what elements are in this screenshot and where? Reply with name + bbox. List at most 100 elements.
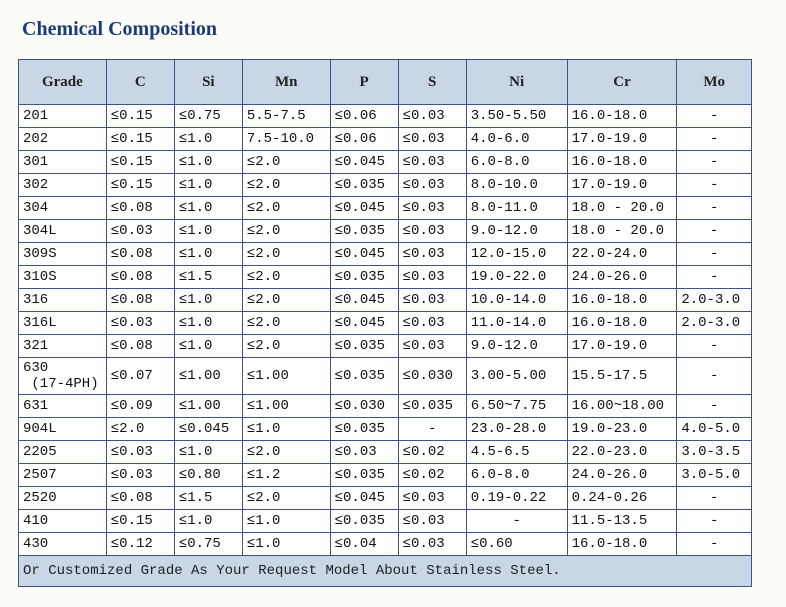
cell-grade: 630 (17-4PH) (19, 358, 107, 395)
cell-grade: 321 (19, 335, 107, 358)
cell-p: ≤0.035 (330, 266, 398, 289)
cell-cr: 22.0-23.0 (567, 441, 677, 464)
cell-mn: 5.5-7.5 (242, 105, 330, 128)
cell-c: ≤0.08 (106, 335, 174, 358)
cell-si: ≤1.0 (174, 289, 242, 312)
cell-mn: ≤2.0 (242, 174, 330, 197)
table-row: 304L≤0.03≤1.0≤2.0≤0.035≤0.039.0-12.018.0… (19, 220, 752, 243)
cell-mo: - (677, 220, 752, 243)
cell-p: ≤0.035 (330, 358, 398, 395)
cell-mn: ≤2.0 (242, 441, 330, 464)
cell-p: ≤0.06 (330, 105, 398, 128)
cell-si: ≤1.00 (174, 395, 242, 418)
cell-s: ≤0.03 (398, 533, 466, 556)
cell-s: ≤0.02 (398, 464, 466, 487)
table-row: 202≤0.15≤1.07.5-10.0≤0.06≤0.034.0-6.017.… (19, 128, 752, 151)
table-row: 2205≤0.03≤1.0≤2.0≤0.03≤0.024.5-6.522.0-2… (19, 441, 752, 464)
cell-mo: 3.0-3.5 (677, 441, 752, 464)
cell-c: ≤0.08 (106, 289, 174, 312)
cell-cr: 16.00~18.00 (567, 395, 677, 418)
cell-grade: 301 (19, 151, 107, 174)
cell-ni: 0.19-0.22 (466, 487, 567, 510)
table-row: 410≤0.15≤1.0≤1.0≤0.035≤0.03-11.5-13.5- (19, 510, 752, 533)
cell-mn: ≤2.0 (242, 243, 330, 266)
cell-s: ≤0.03 (398, 151, 466, 174)
cell-si: ≤1.00 (174, 358, 242, 395)
table-row: 2507≤0.03≤0.80≤1.2≤0.035≤0.026.0-8.024.0… (19, 464, 752, 487)
cell-mo: 2.0-3.0 (677, 312, 752, 335)
cell-grade: 430 (19, 533, 107, 556)
cell-s: ≤0.03 (398, 197, 466, 220)
cell-cr: 24.0-26.0 (567, 464, 677, 487)
cell-mo: - (677, 533, 752, 556)
cell-s: ≤0.03 (398, 312, 466, 335)
cell-s: ≤0.03 (398, 128, 466, 151)
cell-grade: 904L (19, 418, 107, 441)
cell-c: ≤0.03 (106, 312, 174, 335)
cell-ni: 23.0-28.0 (466, 418, 567, 441)
table-row: 631≤0.09≤1.00≤1.00≤0.030≤0.0356.50~7.751… (19, 395, 752, 418)
table-row: 2520≤0.08≤1.5≤2.0≤0.045≤0.030.19-0.220.2… (19, 487, 752, 510)
col-header-cr: Cr (567, 60, 677, 105)
cell-mn: ≤1.0 (242, 418, 330, 441)
table-row: 302≤0.15≤1.0≤2.0≤0.035≤0.038.0-10.017.0-… (19, 174, 752, 197)
cell-ni: ≤0.60 (466, 533, 567, 556)
cell-cr: 15.5-17.5 (567, 358, 677, 395)
cell-grade: 202 (19, 128, 107, 151)
cell-c: ≤0.03 (106, 220, 174, 243)
cell-mn: ≤2.0 (242, 151, 330, 174)
cell-si: ≤0.75 (174, 533, 242, 556)
cell-ni: 8.0-10.0 (466, 174, 567, 197)
cell-grade: 2520 (19, 487, 107, 510)
cell-ni: 6.0-8.0 (466, 464, 567, 487)
cell-mn: ≤1.0 (242, 510, 330, 533)
cell-ni: 19.0-22.0 (466, 266, 567, 289)
cell-grade: 302 (19, 174, 107, 197)
table-row: 321≤0.08≤1.0≤2.0≤0.035≤0.039.0-12.017.0-… (19, 335, 752, 358)
cell-p: ≤0.045 (330, 151, 398, 174)
cell-ni: 8.0-11.0 (466, 197, 567, 220)
cell-si: ≤1.0 (174, 335, 242, 358)
cell-p: ≤0.035 (330, 510, 398, 533)
cell-c: ≤2.0 (106, 418, 174, 441)
cell-p: ≤0.04 (330, 533, 398, 556)
cell-c: ≤0.03 (106, 441, 174, 464)
table-row: 201≤0.15≤0.755.5-7.5≤0.06≤0.033.50-5.501… (19, 105, 752, 128)
col-header-p: P (330, 60, 398, 105)
cell-grade: 316 (19, 289, 107, 312)
cell-si: ≤1.0 (174, 197, 242, 220)
cell-mo: - (677, 243, 752, 266)
cell-mn: ≤2.0 (242, 289, 330, 312)
cell-c: ≤0.08 (106, 266, 174, 289)
cell-si: ≤1.0 (174, 312, 242, 335)
table-row: 316≤0.08≤1.0≤2.0≤0.045≤0.0310.0-14.016.0… (19, 289, 752, 312)
chemical-composition-table: GradeCSiMnPSNiCrMo 201≤0.15≤0.755.5-7.5≤… (18, 59, 752, 587)
cell-p: ≤0.045 (330, 487, 398, 510)
cell-s: ≤0.03 (398, 266, 466, 289)
cell-c: ≤0.08 (106, 243, 174, 266)
table-row: 301≤0.15≤1.0≤2.0≤0.045≤0.036.0-8.016.0-1… (19, 151, 752, 174)
col-header-ni: Ni (466, 60, 567, 105)
cell-ni: 11.0-14.0 (466, 312, 567, 335)
footer-note: Or Customized Grade As Your Request Mode… (19, 556, 752, 587)
cell-cr: 11.5-13.5 (567, 510, 677, 533)
section-title: Chemical Composition (22, 18, 768, 41)
cell-cr: 17.0-19.0 (567, 174, 677, 197)
cell-si: ≤1.0 (174, 174, 242, 197)
cell-c: ≤0.15 (106, 105, 174, 128)
cell-c: ≤0.15 (106, 128, 174, 151)
cell-c: ≤0.15 (106, 510, 174, 533)
page: Chemical Composition GradeCSiMnPSNiCrMo … (0, 0, 786, 607)
cell-grade: 310S (19, 266, 107, 289)
cell-s: ≤0.03 (398, 174, 466, 197)
cell-grade: 631 (19, 395, 107, 418)
cell-grade: 304 (19, 197, 107, 220)
table-footer-row: Or Customized Grade As Your Request Mode… (19, 556, 752, 587)
cell-si: ≤0.80 (174, 464, 242, 487)
cell-si: ≤0.75 (174, 105, 242, 128)
cell-s: ≤0.03 (398, 487, 466, 510)
cell-mn: ≤2.0 (242, 487, 330, 510)
cell-ni: - (466, 510, 567, 533)
table-row: 309S≤0.08≤1.0≤2.0≤0.045≤0.0312.0-15.022.… (19, 243, 752, 266)
cell-mo: 4.0-5.0 (677, 418, 752, 441)
